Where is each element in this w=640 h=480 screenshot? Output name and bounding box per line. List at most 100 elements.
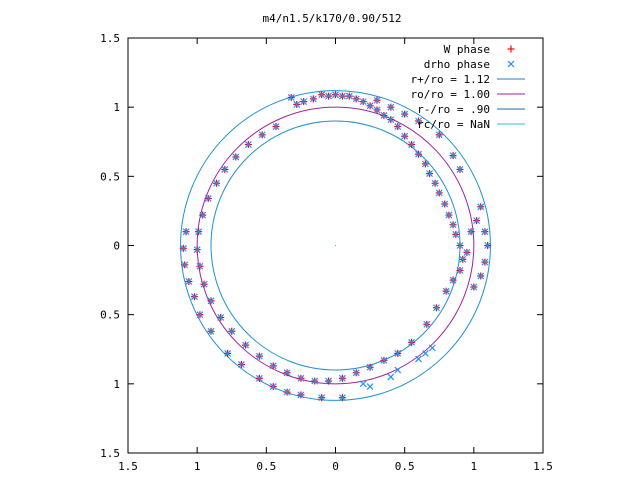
drho-phase-point <box>394 123 402 130</box>
drho-phase-point <box>213 179 220 187</box>
x-axis: 1.5 1 0.5 0 0.5 1 1.5 <box>118 38 553 473</box>
drho-phase-point <box>242 341 250 349</box>
drho-phase-point <box>199 211 207 219</box>
drho-phase-point <box>238 361 245 368</box>
drho-phase-point <box>373 106 381 114</box>
drho-phase-point <box>428 344 436 352</box>
drho-phase-point <box>224 349 232 357</box>
x-tick-label: 0.5 <box>256 460 276 473</box>
drho-phase-point <box>300 98 308 106</box>
drho-phase-point <box>401 110 409 118</box>
drho-phase-point <box>456 165 464 173</box>
drho-phase-point <box>255 352 263 360</box>
drho-phase-point <box>373 96 381 104</box>
drho-phase-point <box>325 377 333 385</box>
drho-phase-point <box>283 388 291 396</box>
drho-phase-point <box>408 141 416 148</box>
drho-phase-point <box>394 366 402 374</box>
drho-phase-point <box>507 60 515 68</box>
drho-phase-point <box>293 100 301 108</box>
drho-phase-point <box>196 311 204 319</box>
chart-title: m4/n1.5/k170/0.90/512 <box>262 12 401 25</box>
drho-phase-point <box>387 373 395 381</box>
drho-phase-point <box>185 278 193 285</box>
drho-phase-point <box>269 383 277 391</box>
y-tick-label: 1 <box>113 378 120 391</box>
drho-phase-point <box>433 304 440 312</box>
x-tick-label: 0.5 <box>395 460 415 473</box>
x-tick-label: 0 <box>332 460 339 473</box>
drho-phase-point <box>477 272 485 280</box>
drho-phase-point <box>445 211 453 219</box>
drho-phase-point <box>484 242 492 249</box>
drho-phase-point <box>297 374 305 382</box>
drho-phase-point <box>352 95 360 103</box>
y-tick-label: 1.5 <box>100 32 120 45</box>
drho-phase-point <box>387 116 395 124</box>
y-tick-label: 1 <box>113 101 120 114</box>
drho-phase-point <box>415 355 422 363</box>
drho-phase-point <box>473 217 481 225</box>
drho-phase-point <box>207 327 215 335</box>
x-tick-label: 1.5 <box>118 460 138 473</box>
drho-phase-point <box>179 244 187 252</box>
drho-phase-point <box>380 356 388 364</box>
drho-phase-point <box>481 228 489 236</box>
drho-phase-point <box>195 228 202 236</box>
drho-phase-point <box>204 195 212 202</box>
drho-phase-point <box>196 262 204 270</box>
drho-phase-point <box>272 123 280 130</box>
drho-phase-point <box>244 141 252 148</box>
drho-phase-point <box>181 261 189 269</box>
drho-phase-point <box>318 394 326 402</box>
drho-phase-point <box>338 92 346 100</box>
drho-phase-point <box>463 248 471 256</box>
drho-phase-point <box>338 394 346 402</box>
drho-phase-point <box>441 200 449 208</box>
drho-phase-point <box>394 349 402 357</box>
x-tick-label: 1.5 <box>533 460 553 473</box>
drho-phase-point <box>297 391 305 399</box>
legend-label: r-/ro = .90 <box>417 103 490 116</box>
drho-phase-point <box>408 338 416 346</box>
drho-phase-point <box>182 228 190 236</box>
drho-phase-point <box>449 276 457 284</box>
legend-label: rc/ro = NaN <box>417 118 490 131</box>
y-tick-label: 0.5 <box>100 309 120 322</box>
drho-phase-point <box>193 246 201 254</box>
drho-phase-point <box>309 95 317 103</box>
drho-phase-point <box>470 283 478 291</box>
drho-phase-point <box>345 92 353 100</box>
drho-phase-point <box>207 297 215 305</box>
drho-phase-point <box>366 363 374 371</box>
drho-phase-point <box>421 160 429 168</box>
drho-phase-point <box>477 203 485 211</box>
y-tick-label: 1.5 <box>100 447 120 460</box>
drho-phase-point <box>217 314 225 321</box>
drho-phase-point <box>325 92 333 100</box>
legend: W phase drho phase r+/ro = 1.12 ro/ro = 1.0… <box>411 43 525 131</box>
circle-ro/ro = 1.00 <box>196 106 475 385</box>
legend-label: drho phase <box>424 58 490 71</box>
drho-phase-point <box>287 94 295 101</box>
w-phase-point <box>507 45 515 53</box>
drho-phase-point <box>435 189 443 197</box>
drho-phase-point <box>232 153 240 161</box>
drho-phase-point <box>258 131 266 139</box>
drho-phase-point <box>423 320 431 328</box>
drho-phase-point <box>449 152 457 160</box>
drho-phase-point <box>190 293 198 301</box>
drho-phase-point <box>332 91 339 99</box>
drho-phase-point <box>435 131 443 139</box>
drho-phase-point <box>269 362 277 370</box>
y-axis: 1.5 1 0.5 0 0.5 1 1.5 <box>100 32 543 460</box>
legend-label: r+/ro = 1.12 <box>411 73 490 86</box>
drho-phase-point <box>366 102 374 110</box>
drho-phase-point <box>467 228 475 236</box>
drho-phase-point <box>449 221 457 229</box>
drho-phase-point <box>318 91 326 99</box>
drho-phase-point <box>387 103 395 111</box>
legend-label: ro/ro = 1.00 <box>411 88 490 101</box>
drho-phase-point <box>459 255 467 263</box>
drho-phase-point <box>415 150 422 158</box>
